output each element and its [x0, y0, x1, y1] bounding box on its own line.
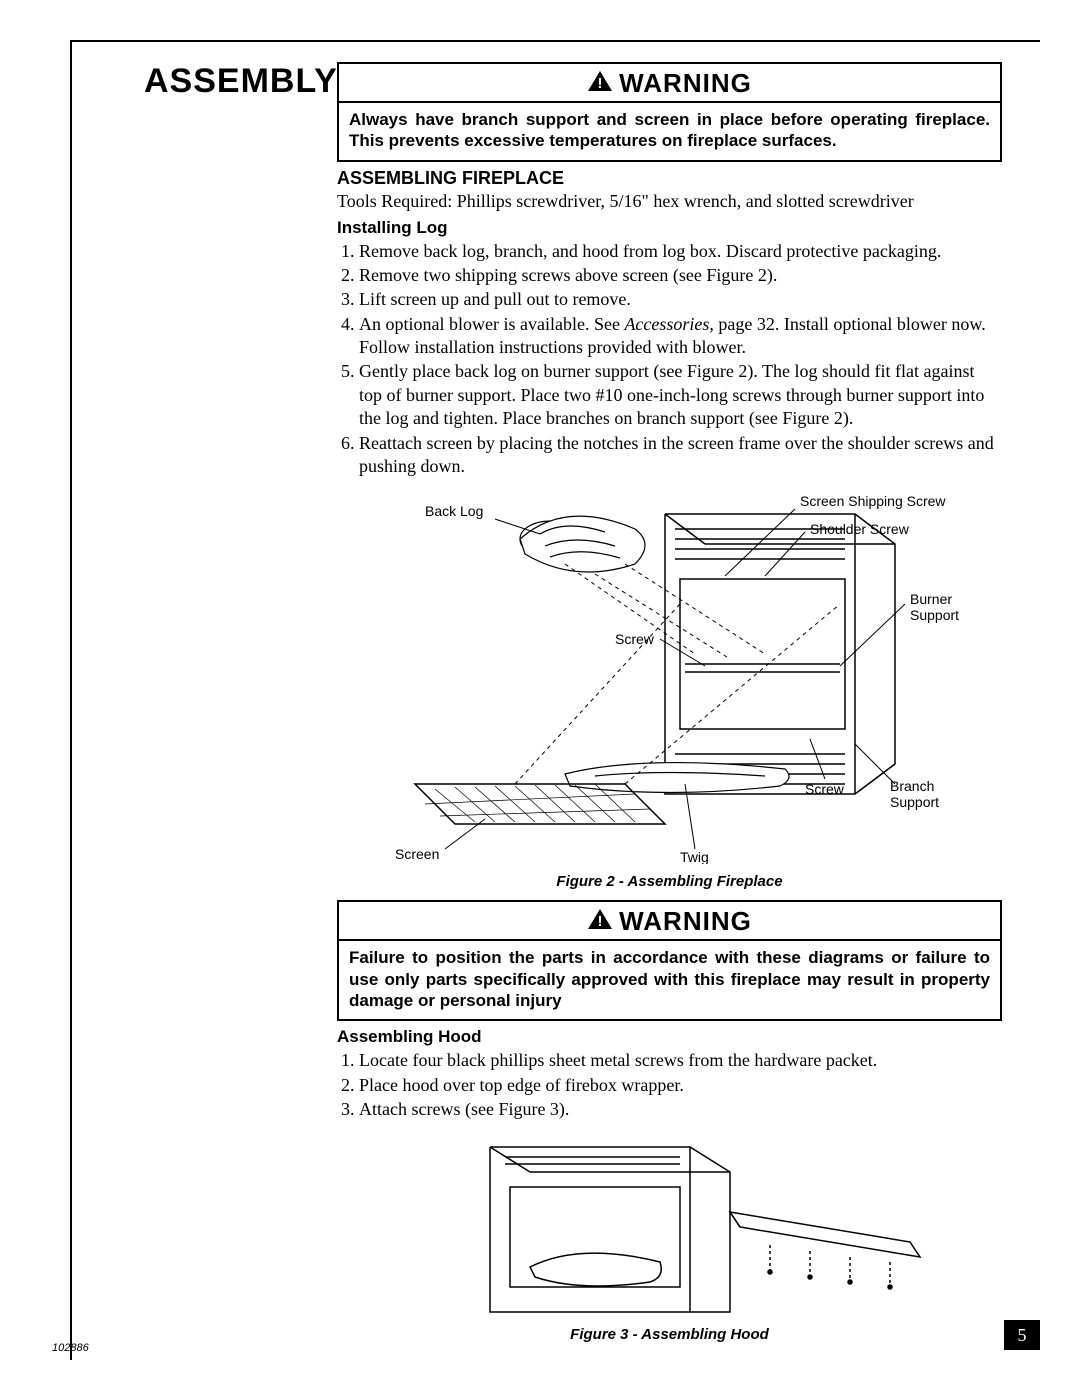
- figure-2-svg: Back Log Screen Shipping Screw Shoulder …: [365, 484, 975, 864]
- warning-body-1: Always have branch support and screen in…: [339, 103, 1000, 160]
- figure-3-caption: Figure 3 - Assembling Hood: [337, 1326, 1002, 1343]
- fig2-label-twig: Twig: [680, 849, 709, 864]
- step-item: Remove back log, branch, and hood from l…: [359, 240, 1002, 263]
- fig2-label-screw-right: Screw: [805, 781, 845, 797]
- fig2-label-back-log: Back Log: [425, 503, 483, 519]
- fig2-label-branch: Branch: [890, 778, 934, 794]
- fig2-label-screw-top: Screw: [615, 631, 655, 647]
- assembling-fireplace-heading: ASSEMBLING FIREPLACE: [337, 168, 1002, 189]
- warning-triangle-icon: !: [587, 70, 613, 97]
- figure-3-svg: [410, 1127, 930, 1317]
- warning-label-1: WARNING: [619, 68, 752, 99]
- tools-required: Tools Required: Phillips screwdriver, 5/…: [337, 191, 1002, 212]
- fig2-label-screen: Screen: [395, 846, 439, 862]
- step-item: Locate four black phillips sheet metal s…: [359, 1049, 1002, 1072]
- warning-header-1: ! WARNING: [339, 64, 1000, 103]
- fig2-label-burner: Burner: [910, 591, 952, 607]
- figure-2: Back Log Screen Shipping Screw Shoulder …: [337, 484, 1002, 890]
- content-column: ! WARNING Always have branch support and…: [337, 62, 1002, 1343]
- installing-log-heading: Installing Log: [337, 218, 1002, 238]
- warning-triangle-icon: !: [587, 908, 613, 935]
- figure-3: Figure 3 - Assembling Hood: [337, 1127, 1002, 1343]
- figure-2-caption: Figure 2 - Assembling Fireplace: [337, 873, 1002, 890]
- fig2-label-support: Support: [910, 607, 959, 623]
- warning-header-2: ! WARNING: [339, 902, 1000, 941]
- page-number: 5: [1004, 1320, 1040, 1350]
- assembling-hood-heading: Assembling Hood: [337, 1027, 1002, 1047]
- step-item: Reattach screen by placing the notches i…: [359, 432, 1002, 479]
- warning-box-2: ! WARNING Failure to position the parts …: [337, 900, 1002, 1021]
- fig2-label-branch-support: Support: [890, 794, 939, 810]
- warning-box-1: ! WARNING Always have branch support and…: [337, 62, 1002, 162]
- step-item: Attach screws (see Figure 3).: [359, 1098, 1002, 1121]
- section-title: ASSEMBLY: [144, 62, 338, 101]
- step-item: Remove two shipping screws above screen …: [359, 264, 1002, 287]
- page-frame: ASSEMBLY ! WARNING Always have branch su…: [70, 40, 1040, 1360]
- step-item: An optional blower is available. See Acc…: [359, 313, 1002, 360]
- warning-body-2: Failure to position the parts in accorda…: [339, 941, 1000, 1019]
- fig2-label-screen-shipping-screw: Screen Shipping Screw: [800, 493, 946, 509]
- step-item: Place hood over top edge of firebox wrap…: [359, 1074, 1002, 1097]
- document-id: 102886: [52, 1342, 89, 1354]
- svg-text:!: !: [598, 75, 603, 92]
- step-item: Lift screen up and pull out to remove.: [359, 288, 1002, 311]
- step-item: Gently place back log on burner support …: [359, 360, 1002, 430]
- warning-label-2: WARNING: [619, 906, 752, 937]
- svg-text:!: !: [598, 913, 603, 930]
- installing-log-steps: Remove back log, branch, and hood from l…: [359, 240, 1002, 479]
- assembling-hood-steps: Locate four black phillips sheet metal s…: [359, 1049, 1002, 1121]
- fig2-label-shoulder-screw: Shoulder Screw: [810, 521, 910, 537]
